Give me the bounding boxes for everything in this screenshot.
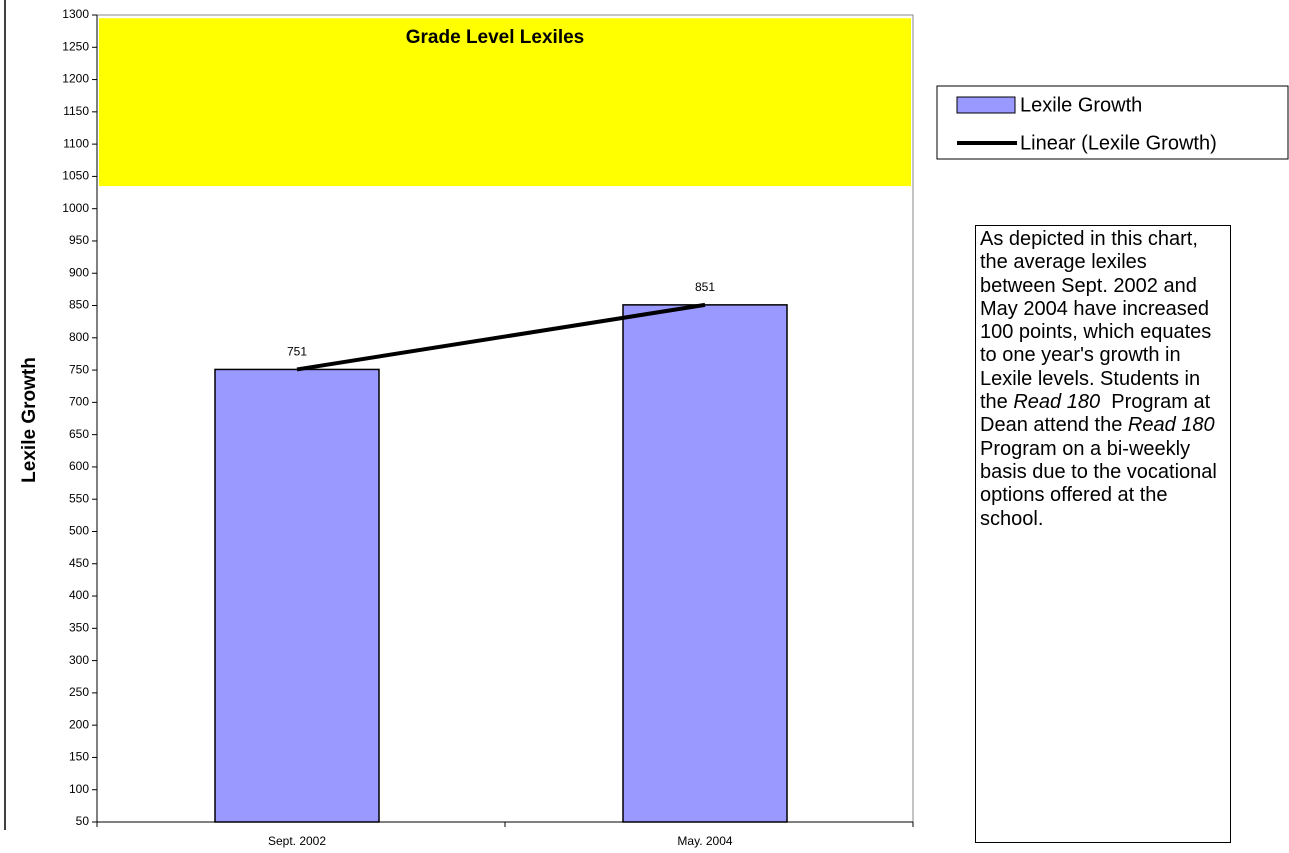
y-tick-label: 850 <box>69 298 89 312</box>
note-text: Read 180 <box>1127 414 1215 437</box>
y-tick-label: 650 <box>69 427 89 441</box>
x-tick-label: Sept. 2002 <box>268 834 326 848</box>
y-tick-label: 600 <box>69 459 89 473</box>
y-tick-label: 1200 <box>62 72 89 86</box>
y-tick-label: 300 <box>69 653 89 667</box>
legend-label: Linear (Lexile Growth) <box>1020 132 1217 154</box>
y-axis-label: Lexile Growth <box>19 357 40 483</box>
legend-label: Lexile Growth <box>1020 94 1142 116</box>
y-tick-label: 1150 <box>63 104 89 118</box>
y-tick-label: 950 <box>69 233 89 247</box>
note-text: Program at Dean attend the <box>980 391 1216 437</box>
text-box: As depicted in this chart, the average l… <box>975 225 1231 843</box>
y-tick-label: 350 <box>69 620 89 634</box>
y-tick-label: 1050 <box>62 169 89 183</box>
bar <box>622 304 788 823</box>
legend-swatch <box>956 96 1016 114</box>
y-tick-label: 50 <box>76 814 90 828</box>
y-tick-label: 1250 <box>62 39 89 53</box>
note-text: Program on a bi-weekly basis due to the … <box>980 414 1226 530</box>
y-tick-label: 400 <box>69 588 89 602</box>
value-label: 851 <box>695 280 715 294</box>
y-tick-label: 500 <box>69 524 89 538</box>
y-tick-label: 100 <box>69 782 89 796</box>
y-tick-label: 1300 <box>62 7 89 21</box>
note-text: Read 180 <box>1013 391 1101 414</box>
value-label: 751 <box>287 345 307 359</box>
y-tick-label: 450 <box>69 556 89 570</box>
trendline <box>296 302 706 372</box>
y-tick-label: 1000 <box>62 201 89 215</box>
y-tick-label: 550 <box>69 491 89 505</box>
y-tick-label: 250 <box>69 685 89 699</box>
y-tick-label: 150 <box>69 750 89 764</box>
bar <box>214 368 380 823</box>
band-label: Grade Level Lexiles <box>406 27 585 48</box>
y-tick-label: 750 <box>69 362 89 376</box>
y-tick-label: 1100 <box>63 136 89 150</box>
y-tick-label: 700 <box>69 395 89 409</box>
y-tick-label: 800 <box>69 330 89 344</box>
note-text: As depicted in this chart, the average l… <box>980 228 1217 414</box>
grade-band <box>99 18 911 187</box>
y-tick-label: 900 <box>69 265 89 279</box>
y-tick-label: 200 <box>69 717 89 731</box>
x-tick-label: May. 2004 <box>677 834 732 848</box>
